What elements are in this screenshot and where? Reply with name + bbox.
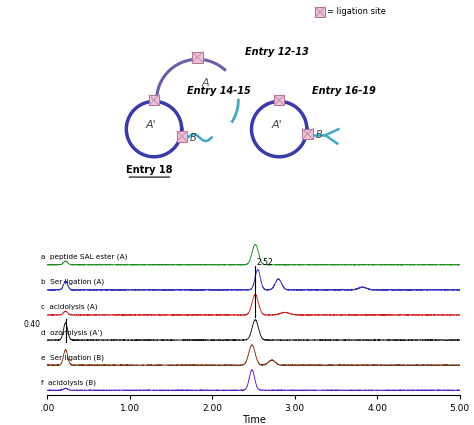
FancyBboxPatch shape bbox=[149, 95, 159, 105]
Text: c  acidolysis (A): c acidolysis (A) bbox=[41, 304, 97, 310]
Text: Entry 18: Entry 18 bbox=[127, 164, 173, 175]
Text: Entry 14-15: Entry 14-15 bbox=[187, 85, 251, 96]
Text: Entry 16-19: Entry 16-19 bbox=[312, 85, 376, 96]
Text: e  Ser ligation (B): e Ser ligation (B) bbox=[41, 354, 104, 361]
FancyBboxPatch shape bbox=[192, 52, 203, 63]
Text: A': A' bbox=[146, 120, 157, 130]
Text: 0.40: 0.40 bbox=[24, 320, 41, 329]
FancyBboxPatch shape bbox=[177, 131, 187, 142]
Text: Entry 12-13: Entry 12-13 bbox=[245, 47, 309, 57]
Text: a  peptide SAL ester (A): a peptide SAL ester (A) bbox=[41, 254, 127, 260]
Text: A: A bbox=[201, 78, 209, 88]
Text: 2.52: 2.52 bbox=[257, 258, 273, 267]
Text: A': A' bbox=[271, 120, 282, 130]
FancyBboxPatch shape bbox=[315, 7, 325, 17]
Text: B: B bbox=[190, 133, 197, 143]
X-axis label: Time: Time bbox=[242, 415, 265, 425]
Text: b  Ser ligation (A): b Ser ligation (A) bbox=[41, 279, 104, 285]
Text: d  ozonolysis (A’): d ozonolysis (A’) bbox=[41, 329, 102, 335]
Text: B: B bbox=[316, 130, 322, 140]
FancyBboxPatch shape bbox=[302, 129, 313, 139]
FancyBboxPatch shape bbox=[274, 95, 284, 105]
Text: = ligation site: = ligation site bbox=[327, 7, 386, 16]
Text: f  acidolysis (B): f acidolysis (B) bbox=[41, 379, 96, 386]
